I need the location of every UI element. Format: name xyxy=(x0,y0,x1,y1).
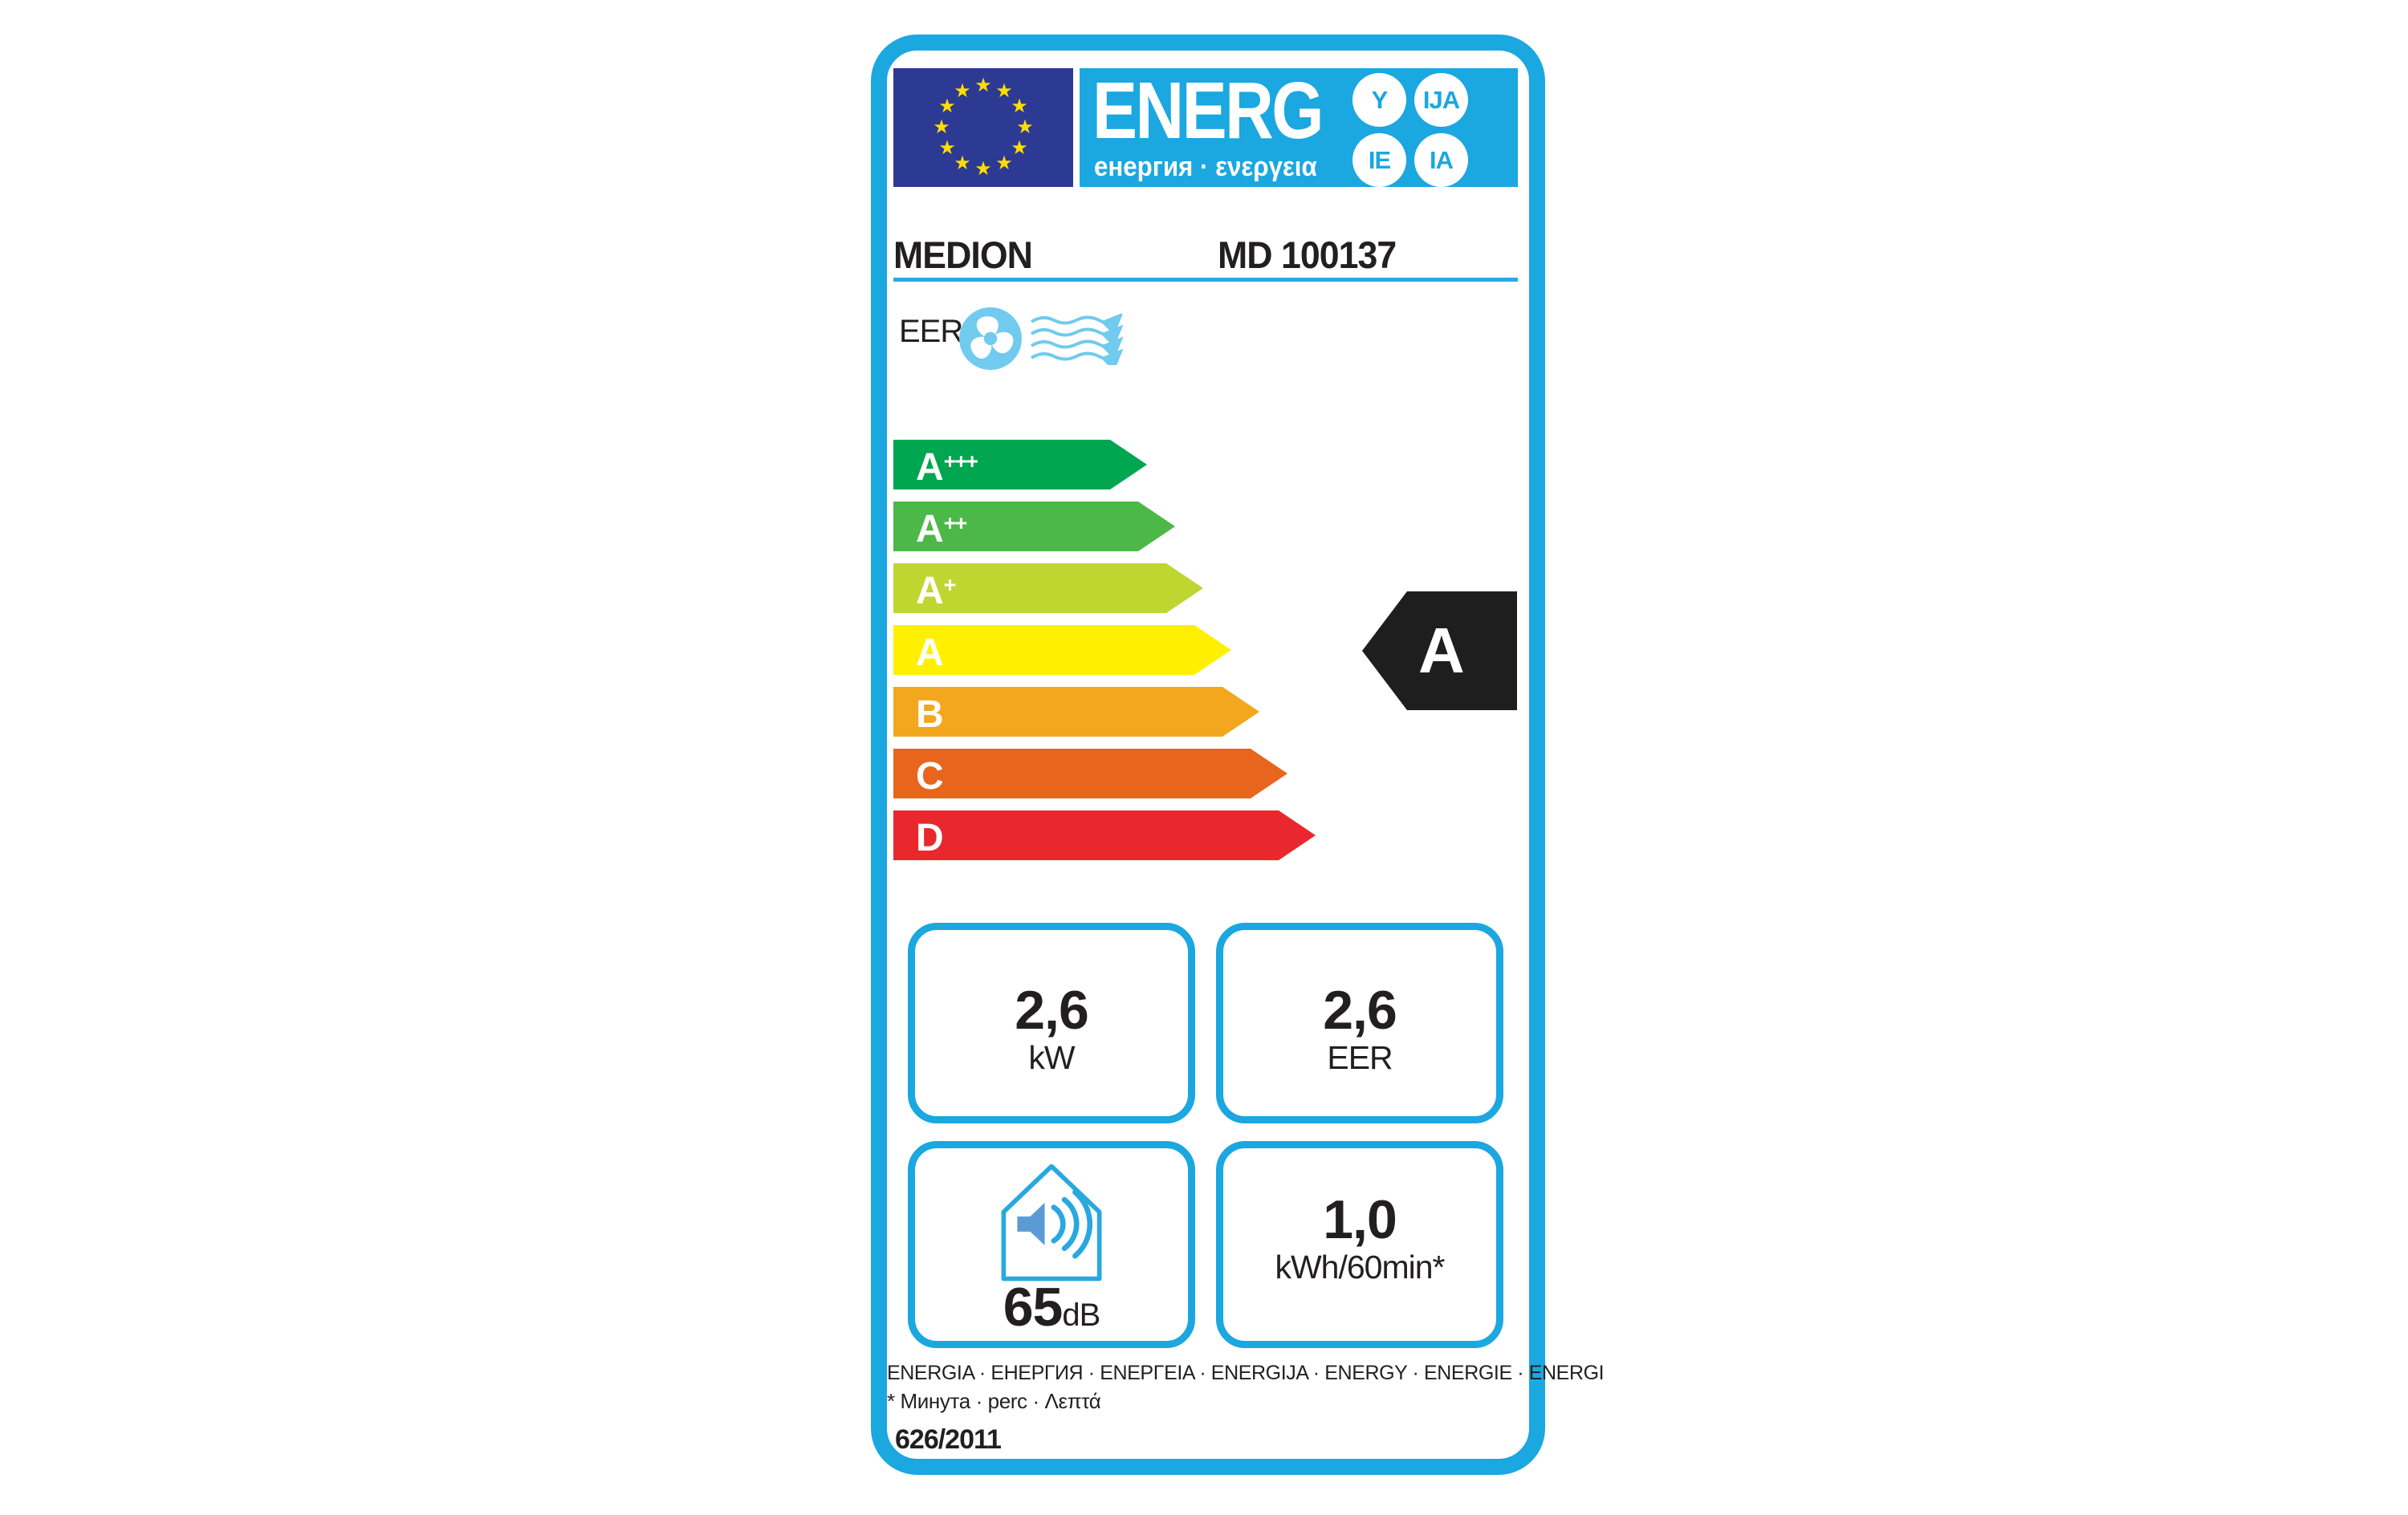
capacity-value: 2,6 xyxy=(1015,980,1089,1041)
current-class-letter: A xyxy=(1418,615,1465,686)
capacity-unit: kW xyxy=(1028,1039,1075,1076)
bar-tip xyxy=(1110,440,1147,489)
energ-subtitle: енергия · ενεργεια xyxy=(1094,152,1317,182)
class-bar-a-plus2: A++ xyxy=(893,502,1316,551)
class-bar-a-plus3: A+++ xyxy=(893,440,1316,489)
brand-name: MEDION xyxy=(893,234,1033,276)
consumption-unit: kWh/60min* xyxy=(1275,1249,1445,1286)
noise-value-line: 65 dB xyxy=(1003,1277,1101,1338)
airflow-arrows-icon xyxy=(1030,314,1124,365)
eu-star-icon: ★ xyxy=(954,80,971,102)
brand-row: MEDION MD 100137 xyxy=(887,234,1518,277)
language-suffix-badge: IA xyxy=(1414,133,1468,187)
class-bar-c: C xyxy=(893,749,1316,798)
eu-flag-icon: ★ ★ ★ ★ ★ ★ ★ ★ ★ ★ ★ ★ xyxy=(893,68,1073,187)
language-suffix-badge: Y xyxy=(1352,73,1406,127)
energ-title: ENERG xyxy=(1092,66,1324,156)
eu-star-icon: ★ xyxy=(995,152,1013,174)
eu-star-icon: ★ xyxy=(938,95,956,117)
energ-banner: ENERG енергия · ενεργεια Y IJA IE IA xyxy=(1080,66,1518,187)
bar-tip xyxy=(1166,563,1203,613)
capacity-box: 2,6 kW xyxy=(908,923,1195,1123)
eu-star-icon: ★ xyxy=(933,116,950,138)
eer-unit: EER xyxy=(1327,1039,1393,1076)
eu-star-icon: ★ xyxy=(1016,116,1034,138)
language-suffix-badge: IJA xyxy=(1414,73,1468,127)
eu-star-icon: ★ xyxy=(1011,95,1028,117)
divider xyxy=(893,278,1518,282)
minute-footnote: * Минута · perc · Λεπτά xyxy=(887,1389,1101,1413)
energy-label: ★ ★ ★ ★ ★ ★ ★ ★ ★ ★ ★ ★ ENERG енергия · … xyxy=(871,35,1605,1475)
label-content: ★ ★ ★ ★ ★ ★ ★ ★ ★ ★ ★ ★ ENERG енергия · … xyxy=(887,51,1605,1459)
class-bar-a-plus: A+ xyxy=(893,563,1316,613)
bar-tip xyxy=(1222,687,1259,737)
rating-scale: A+++ A++ A+ A B xyxy=(893,440,1316,872)
class-indicator-arrow: A xyxy=(1362,591,1517,710)
class-bar-b: B xyxy=(893,687,1316,737)
consumption-box: 1,0 kWh/60min* xyxy=(1216,1141,1503,1348)
eu-star-icon: ★ xyxy=(954,152,971,174)
fan-icon xyxy=(959,307,1022,370)
class-bar-a: A xyxy=(893,625,1316,675)
noise-value: 65 xyxy=(1003,1277,1064,1338)
bar-tip xyxy=(1138,502,1175,551)
eu-star-icon: ★ xyxy=(938,137,956,159)
noise-unit: dB xyxy=(1062,1298,1100,1333)
house-noise-icon xyxy=(1001,1164,1102,1281)
eu-star-icon: ★ xyxy=(974,158,992,180)
eu-star-icon: ★ xyxy=(1011,137,1028,159)
language-suffix-badge: IE xyxy=(1352,133,1406,187)
bar-tip xyxy=(1251,749,1287,798)
eer-row: EER xyxy=(887,291,1208,380)
bar-tip xyxy=(1194,625,1231,675)
model-number: MD 100137 xyxy=(1218,234,1397,276)
eu-star-icon: ★ xyxy=(995,80,1013,102)
noise-box: 65 dB xyxy=(908,1141,1195,1348)
energy-words: ENERGIA · ЕНЕРГИЯ · ENEPΓEIA · ENERGIJA … xyxy=(887,1362,1605,1384)
eer-label: EER xyxy=(899,314,963,349)
bar-tip xyxy=(1279,810,1316,860)
eer-box: 2,6 EER xyxy=(1216,923,1503,1123)
consumption-value: 1,0 xyxy=(1323,1189,1397,1250)
eu-star-icon: ★ xyxy=(974,75,992,96)
regulation-number: 626/2011 xyxy=(895,1424,1002,1455)
class-bar-d: D xyxy=(893,810,1316,860)
eer-value: 2,6 xyxy=(1323,980,1397,1041)
